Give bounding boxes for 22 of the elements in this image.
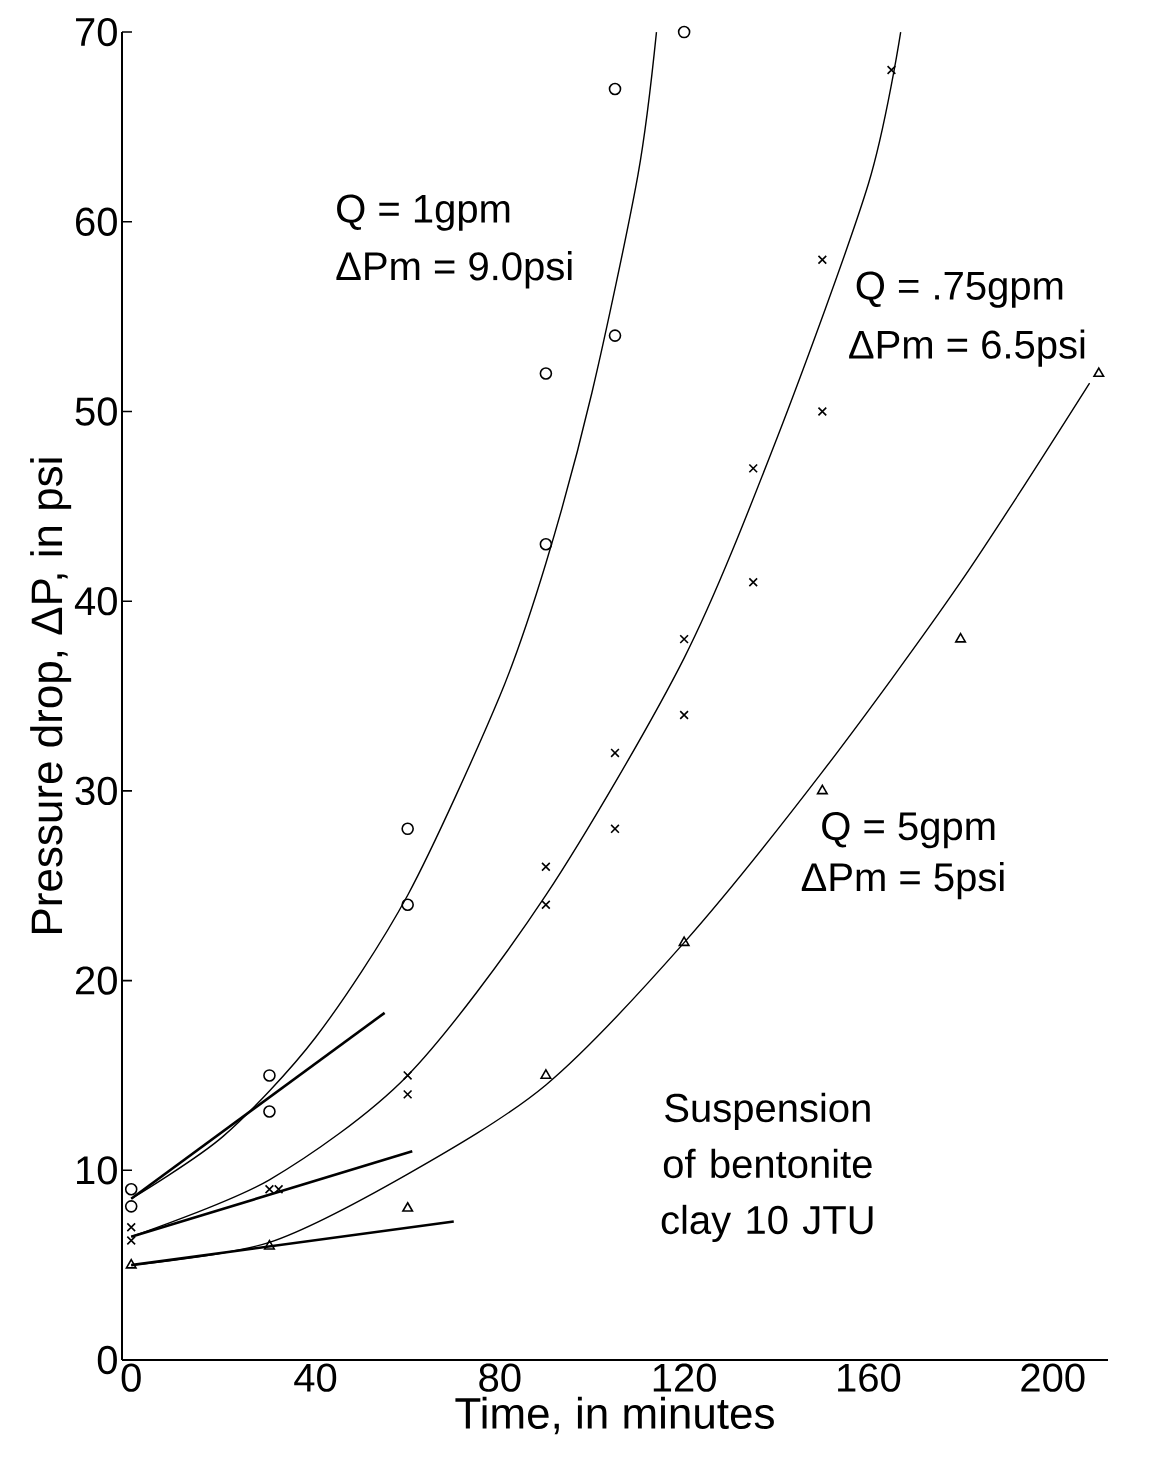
y-tick-label: 70 [76, 17, 117, 47]
y-axis-title: Pressure drop, ΔP, in psi [30, 458, 72, 933]
x-tick-label: 0 [121, 1363, 141, 1392]
y-tick-label: 40 [74, 587, 117, 616]
annotation: Q = 5gpm [822, 812, 995, 849]
annotation: ΔPm = 6.5psi [849, 329, 1085, 367]
x-tick-label: 40 [294, 1363, 337, 1392]
annotation: Suspension of bentonite clay 10 JTU [661, 1092, 873, 1243]
x-tick-label: 160 [838, 1363, 901, 1392]
y-tick-label: 60 [76, 207, 117, 236]
annotation: Q = 1gpm [337, 194, 510, 231]
y-tick-label: 10 [77, 1156, 117, 1185]
y-tick-label: 30 [75, 776, 117, 806]
x-tick-label: 80 [479, 1363, 521, 1392]
x-tick-label: 120 [653, 1363, 716, 1392]
y-tick-label: 50 [75, 397, 117, 426]
annotation: ΔPm = 9.0psi [336, 251, 572, 289]
annotation: ΔPm = 5psi [801, 861, 1004, 900]
annotation: Q = .75gpm [856, 271, 1063, 308]
y-tick-label: 20 [76, 966, 117, 995]
x-axis-title: Time, in minutes [455, 1396, 774, 1435]
x-tick-label: 200 [1021, 1363, 1085, 1392]
